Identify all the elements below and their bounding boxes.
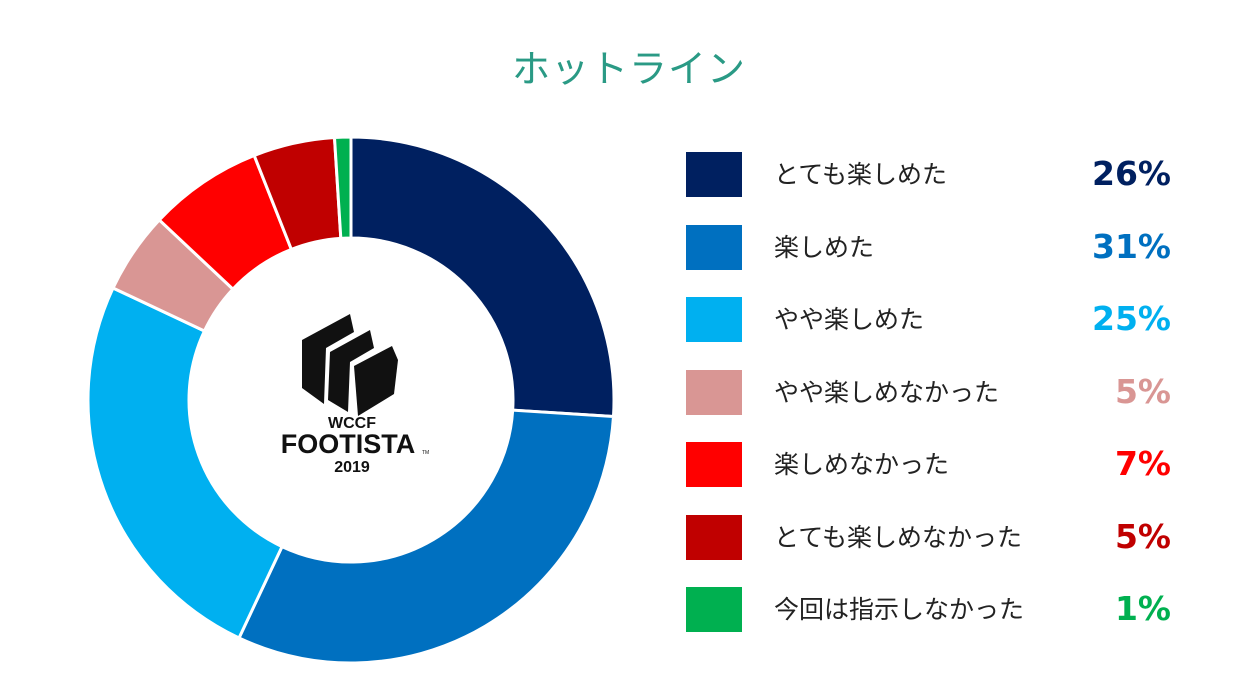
legend-label: とても楽しめなかった — [774, 522, 1023, 552]
legend-value: 31% — [1092, 226, 1171, 266]
legend-swatch — [686, 297, 742, 342]
logo-line3: 2019 — [334, 459, 370, 476]
legend-swatch — [686, 152, 742, 197]
legend-label: 楽しめなかった — [774, 450, 950, 479]
donut-slice-3 — [86, 286, 285, 640]
legend-item: 今回は指示しなかった 1% — [686, 587, 1186, 632]
legend-swatch — [686, 442, 742, 487]
footista-emblem-icon — [302, 314, 398, 416]
donut-chart — [86, 135, 616, 665]
legend-label: とても楽しめた — [774, 160, 948, 189]
legend-item: 楽しめなかった 7% — [686, 442, 1186, 487]
legend-swatch — [686, 587, 742, 632]
legend-value: 5% — [1114, 371, 1171, 411]
legend-item: やや楽しめた 25% — [686, 297, 1186, 342]
legend-swatch — [686, 369, 742, 415]
logo-line1: WCCF — [328, 415, 376, 432]
logo-line2: FOOTISTA — [281, 429, 416, 459]
legend-item: 楽しめた 31% — [686, 224, 1186, 270]
legend-value: 1% — [1114, 589, 1171, 628]
legend-value: 25% — [1092, 299, 1171, 338]
legend-item: とても楽しめた 26% — [686, 152, 1186, 197]
legend-value: 26% — [1092, 154, 1171, 193]
legend-value: 7% — [1114, 444, 1171, 483]
logo-tm: TM — [422, 450, 429, 456]
legend-label: 楽しめた — [774, 232, 875, 262]
donut-slice-2 — [237, 408, 616, 665]
footista-logo: WCCF FOOTISTA TM 2019 — [281, 314, 429, 476]
legend-label: やや楽しめた — [774, 305, 925, 334]
legend-swatch — [686, 224, 742, 270]
legend-item: やや楽しめなかった 5% — [686, 369, 1186, 415]
legend-item: とても楽しめなかった 5% — [686, 514, 1186, 560]
chart-title: ホットライン — [511, 47, 746, 91]
legend-label: やや楽しめなかった — [774, 377, 1000, 407]
donut-slice-1 — [349, 135, 616, 419]
legend-value: 5% — [1114, 516, 1171, 556]
donut-slice-7 — [332, 135, 353, 240]
legend-swatch — [686, 514, 742, 560]
legend-label: 今回は指示しなかった — [774, 595, 1025, 624]
